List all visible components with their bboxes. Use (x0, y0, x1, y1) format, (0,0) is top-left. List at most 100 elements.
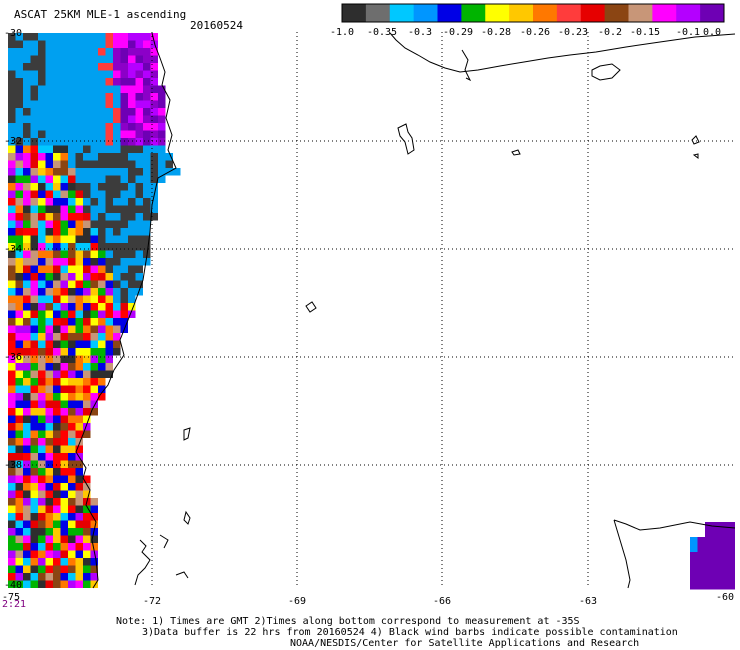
swath-cell (8, 213, 16, 221)
swath-cell (53, 483, 61, 491)
swath-cell (143, 70, 151, 78)
swath-cell (113, 33, 121, 41)
swath-cell (143, 78, 151, 86)
swath-cell (113, 168, 121, 176)
swath-cell (30, 520, 38, 528)
swath-cell (90, 220, 98, 228)
swath-cell (135, 33, 143, 41)
swath-cell (30, 408, 38, 416)
swath-cell (135, 213, 143, 221)
time-label: 2:21 (2, 599, 27, 610)
swath-cell (23, 378, 31, 386)
swath-cell (690, 567, 698, 575)
swath-cell (83, 295, 91, 303)
swath-cell (45, 340, 53, 348)
colorbar-swatch (580, 4, 606, 22)
swath-cell (143, 175, 151, 183)
swath-cell (60, 580, 68, 588)
swath-cell (60, 63, 68, 71)
swath-cell (105, 160, 113, 168)
swath-cell (113, 70, 121, 78)
swath-cell (143, 130, 151, 138)
swath-cell (45, 160, 53, 168)
swath-cell (83, 220, 91, 228)
swath-cell (23, 348, 31, 356)
swath-cell (158, 160, 166, 168)
swath-cell (83, 580, 91, 588)
swath-cell (120, 70, 128, 78)
swath-cell (83, 265, 91, 273)
swath-cell (15, 310, 23, 318)
swath-cell (45, 355, 53, 363)
island-chiloe-1 (183, 427, 191, 441)
swath-cell (68, 288, 76, 296)
swath-cell (105, 348, 113, 356)
swath-cell (90, 235, 98, 243)
swath-cell (23, 453, 31, 461)
swath-cell (120, 40, 128, 48)
swath-cell (120, 123, 128, 131)
swath-cell (53, 153, 61, 161)
swath-cell (113, 93, 121, 101)
swath-cell (83, 168, 91, 176)
swath-cell (105, 303, 113, 311)
swath-cell (98, 385, 106, 393)
swath-cell (15, 183, 23, 191)
swath-cell (135, 55, 143, 63)
coastline-south-islands (134, 534, 189, 586)
swath-cell (30, 370, 38, 378)
swath-cell (15, 565, 23, 573)
swath-cell (83, 415, 91, 423)
swath-cell (15, 438, 23, 446)
swath-cell (120, 115, 128, 123)
swath-cell (75, 175, 83, 183)
colorbar-tick-label: -0.3 (408, 27, 432, 38)
swath-cell (53, 318, 61, 326)
swath-cell (38, 273, 46, 281)
swath-cell (135, 250, 143, 258)
swath-cell (45, 108, 53, 116)
swath-cell (30, 310, 38, 318)
swath-cell (38, 93, 46, 101)
swath-cell (60, 520, 68, 528)
swath-cell (8, 280, 16, 288)
swath-cell (120, 85, 128, 93)
swath-cell (23, 190, 31, 198)
swath-cell (105, 295, 113, 303)
swath-cell (45, 273, 53, 281)
swath-cell (75, 265, 83, 273)
swath-cell (128, 243, 136, 251)
swath-cell (98, 63, 106, 71)
swath-cell (83, 183, 91, 191)
swath-cell (68, 235, 76, 243)
swath-cell (158, 130, 166, 138)
swath-cell (53, 453, 61, 461)
swath-cell (45, 175, 53, 183)
swath-cell (30, 183, 38, 191)
swath-cell (45, 520, 53, 528)
swath-cell (23, 400, 31, 408)
swath-cell (15, 78, 23, 86)
lon-label-72: -72 (143, 596, 161, 607)
swath-cell (113, 348, 121, 356)
swath-cell (38, 408, 46, 416)
swath-cell (75, 100, 83, 108)
swath-cell (105, 85, 113, 93)
swath-cell (90, 385, 98, 393)
swath-cell (23, 93, 31, 101)
swath-cell (90, 123, 98, 131)
swath-cell (53, 123, 61, 131)
swath-cell (143, 55, 151, 63)
swath-cell (68, 378, 76, 386)
swath-cell (53, 543, 61, 551)
swath-cell (158, 85, 166, 93)
swath-cell (53, 438, 61, 446)
swath-cell (30, 85, 38, 93)
swath-cell (53, 280, 61, 288)
swath-cell (135, 130, 143, 138)
swath-cell (150, 78, 158, 86)
swath-cell (158, 168, 166, 176)
colorbar-swatch (533, 4, 558, 22)
swath-cell (53, 348, 61, 356)
